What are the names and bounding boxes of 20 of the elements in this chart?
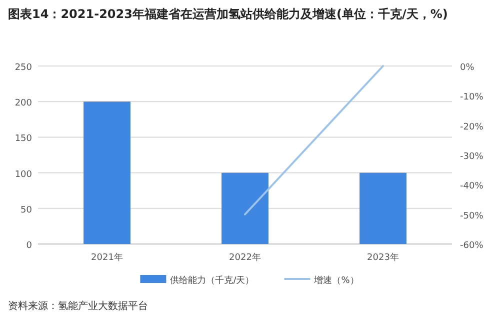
y2-tick-label: -10% [460,92,484,103]
y2-tick-label: -40% [460,182,484,192]
legend-label: 增速（%） [313,275,359,286]
x-tick-label: 2023年 [367,252,399,263]
y2-tick-label: -50% [460,211,484,222]
y2-tick-label: -60% [460,241,484,251]
y-tick-label: 100 [14,170,32,180]
x-tick-label: 2022年 [229,252,261,263]
legend-label: 供给能力（千克/天） [170,275,254,286]
y-tick-label: 50 [20,205,32,216]
text: 资料来源：氢能产业大数据平台 [8,300,148,312]
y-tick-label: 250 [14,63,32,73]
y-tick-label: 0 [26,241,32,251]
x-tick-label: 2021年 [91,252,123,263]
y2-tick-label: -30% [460,152,484,162]
y2-tick-label: -20% [460,122,484,132]
chart-title: 图表14：2021-2023年福建省在运营加氢站供给能力及增速(单位：千克/天，%) [8,7,448,21]
y2-tick-label: 0% [460,63,475,73]
y-tick-label: 150 [14,134,32,144]
y-tick-label: 200 [14,98,32,109]
